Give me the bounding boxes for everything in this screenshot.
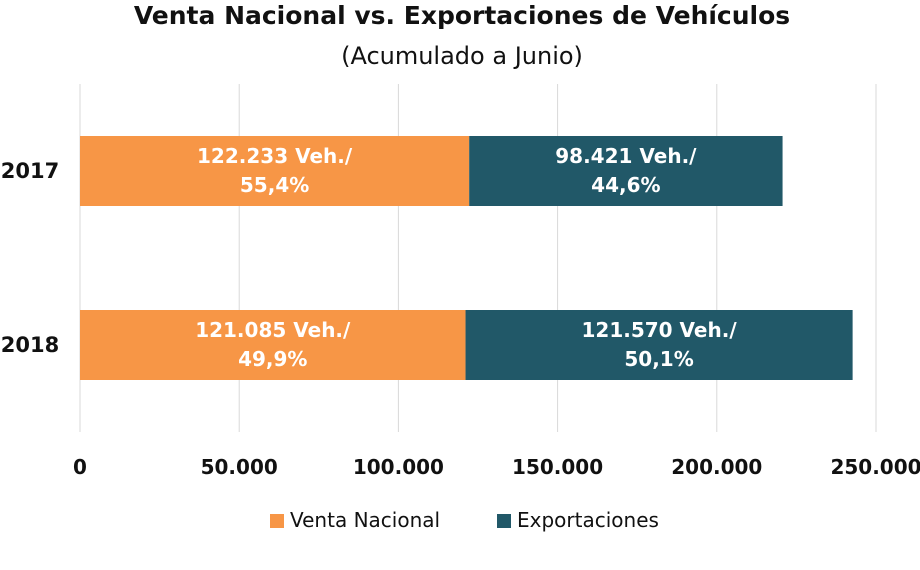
data-label-2018-1-0: 121.570 Veh./ <box>581 318 737 342</box>
x-tick-label-0: 0 <box>73 455 87 479</box>
bar-venta-nacional-2017 <box>80 136 470 206</box>
category-label-2017: 2017 <box>1 159 59 183</box>
data-label-2017-1-0: 98.421 Veh./ <box>555 144 697 168</box>
chart-title: Venta Nacional vs. Exportaciones de Vehí… <box>134 1 790 30</box>
legend-swatch-0 <box>270 514 284 528</box>
legend-swatch-1 <box>497 514 511 528</box>
data-label-2017-0-0: 122.233 Veh./ <box>197 144 353 168</box>
data-label-2018-0-0: 121.085 Veh./ <box>195 318 351 342</box>
category-label-2018: 2018 <box>1 333 59 357</box>
legend: Venta Nacional Exportaciones <box>270 508 659 532</box>
legend-label-0: Venta Nacional <box>290 508 440 532</box>
x-tick-label-2: 100.000 <box>353 455 444 479</box>
chart-subtitle: (Acumulado a Junio) <box>341 42 583 70</box>
bar-venta-nacional-2018 <box>80 310 466 380</box>
data-label-2018-0-1: 49,9% <box>238 347 307 371</box>
data-label-2018-1-1: 50,1% <box>624 347 693 371</box>
x-axis-tick-labels: 0 50.000 100.000 150.000 200.000 250.000 <box>73 455 920 479</box>
bar-exportaciones-2017 <box>469 136 783 206</box>
x-tick-label-1: 50.000 <box>201 455 278 479</box>
x-tick-label-4: 200.000 <box>671 455 762 479</box>
bars: 122.233 Veh./ 55,4% 98.421 Veh./ 44,6% 121.0… <box>80 136 853 380</box>
category-labels: 2017 2018 <box>1 159 59 357</box>
legend-label-1: Exportaciones <box>517 508 659 532</box>
data-label-2017-1-1: 44,6% <box>591 173 660 197</box>
bar-exportaciones-2018 <box>465 310 853 380</box>
x-tick-label-5: 250.000 <box>830 455 920 479</box>
data-label-2017-0-1: 55,4% <box>240 173 309 197</box>
x-tick-label-3: 150.000 <box>512 455 603 479</box>
